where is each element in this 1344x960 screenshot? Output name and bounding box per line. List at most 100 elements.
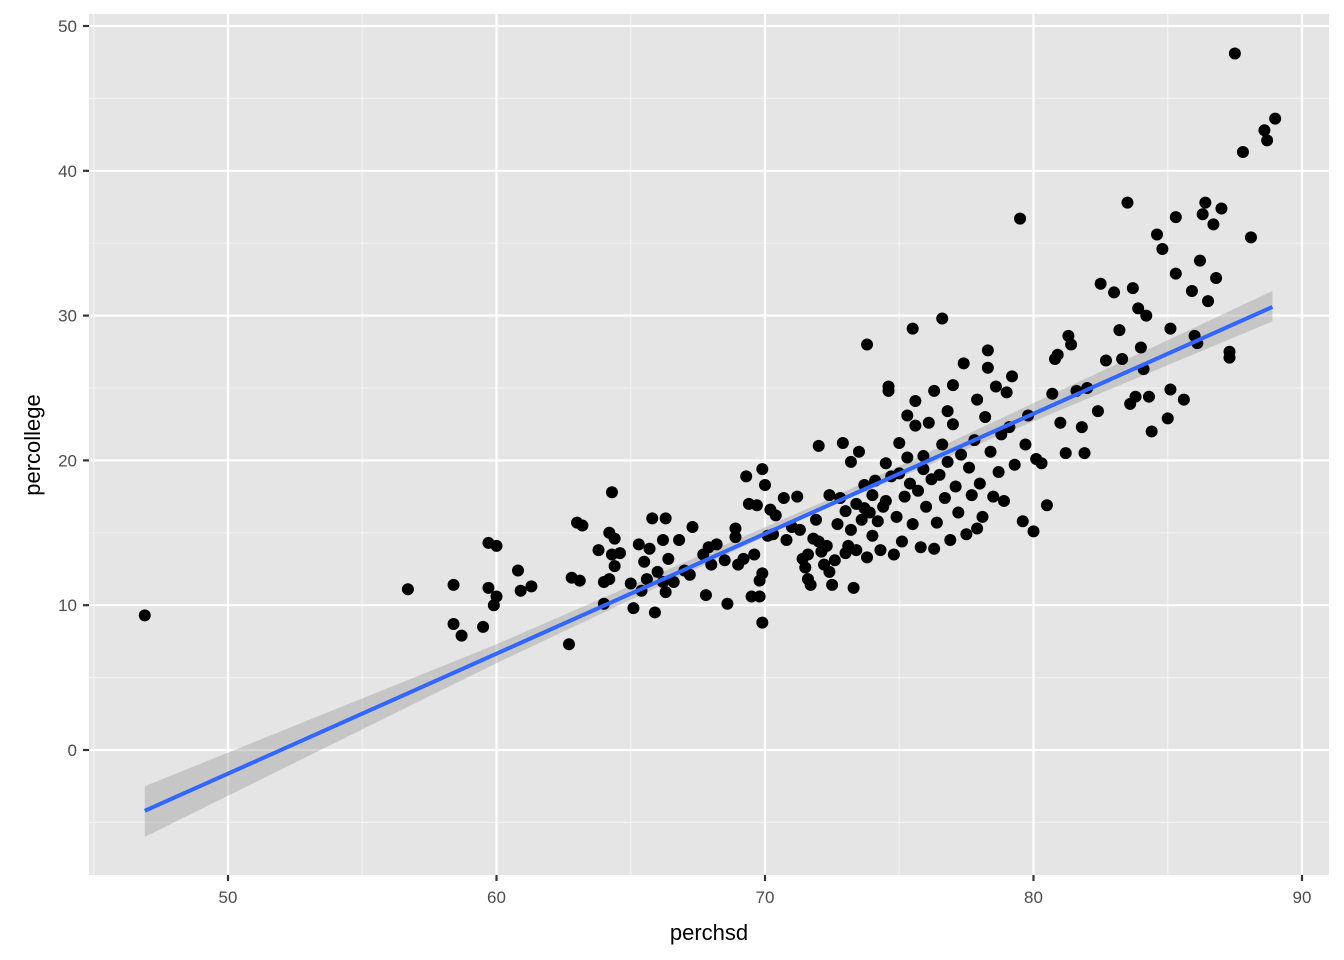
data-point bbox=[909, 419, 922, 432]
data-point bbox=[1008, 458, 1021, 471]
data-point bbox=[1040, 499, 1053, 512]
data-point bbox=[1199, 196, 1212, 209]
data-point bbox=[799, 561, 812, 574]
data-point bbox=[882, 380, 895, 393]
data-point bbox=[608, 560, 621, 573]
data-point bbox=[1193, 254, 1206, 267]
data-point bbox=[1016, 515, 1029, 528]
data-point bbox=[643, 542, 656, 555]
data-point bbox=[791, 490, 804, 503]
data-point bbox=[801, 548, 814, 561]
plot-panel bbox=[89, 14, 1329, 875]
data-point bbox=[729, 531, 742, 544]
data-point bbox=[831, 518, 844, 531]
data-point bbox=[850, 544, 863, 557]
data-point bbox=[1113, 324, 1126, 337]
data-point bbox=[1177, 393, 1190, 406]
data-point bbox=[646, 512, 659, 525]
data-point bbox=[893, 437, 906, 450]
data-point bbox=[1019, 438, 1032, 451]
data-point bbox=[511, 564, 524, 577]
data-point bbox=[823, 489, 836, 502]
data-point bbox=[638, 555, 651, 568]
data-point bbox=[562, 638, 575, 651]
data-point bbox=[952, 506, 965, 519]
data-point bbox=[917, 450, 930, 463]
x-tick-label: 80 bbox=[1024, 888, 1043, 907]
data-point bbox=[887, 548, 900, 561]
data-point bbox=[987, 490, 1000, 503]
data-point bbox=[447, 578, 460, 591]
confidence-ribbon bbox=[144, 290, 1273, 837]
data-point bbox=[748, 548, 761, 561]
data-point bbox=[810, 513, 823, 526]
data-point bbox=[1261, 134, 1274, 147]
data-point bbox=[673, 534, 686, 547]
data-point bbox=[946, 379, 959, 392]
x-axis-title: perchsd bbox=[670, 920, 748, 945]
data-point bbox=[861, 551, 874, 564]
data-point bbox=[890, 510, 903, 523]
data-point bbox=[955, 448, 968, 461]
data-point bbox=[1228, 47, 1241, 60]
data-point bbox=[1108, 286, 1121, 299]
data-point bbox=[1185, 284, 1198, 297]
data-point bbox=[976, 510, 989, 523]
data-point bbox=[759, 479, 771, 492]
data-point bbox=[844, 455, 857, 468]
data-point bbox=[903, 477, 916, 490]
data-point bbox=[624, 577, 637, 590]
data-point bbox=[1051, 348, 1064, 361]
data-point bbox=[793, 523, 806, 536]
data-point bbox=[686, 521, 699, 534]
data-point bbox=[656, 534, 669, 547]
data-point bbox=[855, 513, 868, 526]
data-point bbox=[1244, 231, 1257, 244]
data-point bbox=[1054, 416, 1067, 429]
data-point bbox=[823, 565, 836, 578]
data-point bbox=[1091, 405, 1104, 418]
data-point bbox=[1223, 345, 1236, 358]
data-point bbox=[933, 468, 946, 481]
data-point bbox=[1258, 124, 1271, 137]
data-point bbox=[627, 602, 640, 615]
x-tick-label: 60 bbox=[487, 888, 506, 907]
data-point bbox=[957, 357, 970, 370]
data-point bbox=[592, 544, 605, 557]
data-point bbox=[930, 516, 943, 529]
data-point bbox=[777, 492, 790, 505]
data-point bbox=[447, 618, 460, 631]
data-point bbox=[895, 535, 908, 548]
data-point bbox=[852, 445, 865, 458]
data-point bbox=[879, 457, 892, 470]
data-point bbox=[401, 583, 414, 596]
data-point bbox=[651, 565, 664, 578]
data-point bbox=[1046, 387, 1059, 400]
data-point bbox=[1145, 425, 1158, 438]
regression-line bbox=[143, 305, 1274, 813]
data-point bbox=[963, 461, 976, 474]
data-point bbox=[1164, 322, 1177, 335]
data-point bbox=[756, 463, 769, 476]
data-point bbox=[992, 465, 1005, 478]
data-point bbox=[740, 470, 753, 483]
data-point bbox=[1014, 212, 1027, 225]
data-point bbox=[914, 541, 927, 554]
data-point bbox=[753, 590, 766, 603]
data-point bbox=[922, 416, 935, 429]
data-point bbox=[920, 500, 933, 513]
data-point bbox=[1134, 341, 1147, 354]
data-point bbox=[981, 361, 994, 374]
data-point bbox=[820, 539, 833, 552]
data-point bbox=[1269, 112, 1282, 125]
data-point bbox=[1099, 354, 1112, 367]
data-point bbox=[632, 538, 645, 551]
data-point bbox=[938, 492, 951, 505]
data-point bbox=[804, 578, 817, 591]
data-point bbox=[1169, 211, 1182, 224]
data-point bbox=[514, 584, 527, 597]
data-point bbox=[866, 489, 879, 502]
data-point bbox=[1164, 383, 1177, 396]
data-point bbox=[576, 519, 589, 532]
data-point bbox=[482, 581, 495, 594]
